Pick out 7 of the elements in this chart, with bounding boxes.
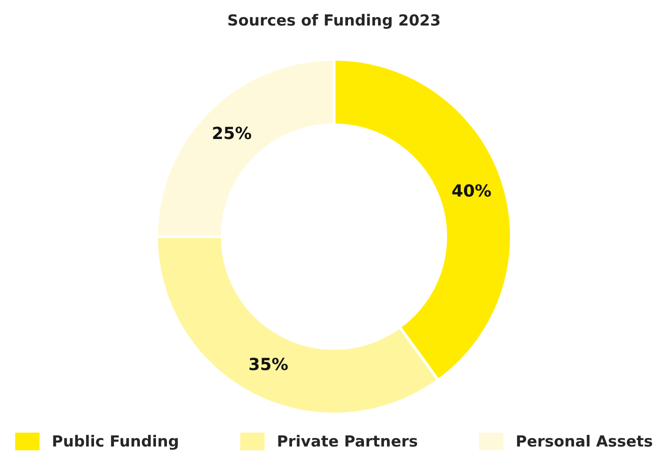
- data-label: 25%: [213, 126, 252, 140]
- data-label: 40%: [452, 184, 491, 197]
- legend-label: Personal Assets: [517, 434, 652, 447]
- data-label: 35%: [250, 358, 288, 370]
- chart-title: Sources of Funding 2023: [228, 14, 440, 29]
- legend-label: Private Partners: [278, 434, 418, 447]
- legend-label: Public Funding: [53, 434, 178, 450]
